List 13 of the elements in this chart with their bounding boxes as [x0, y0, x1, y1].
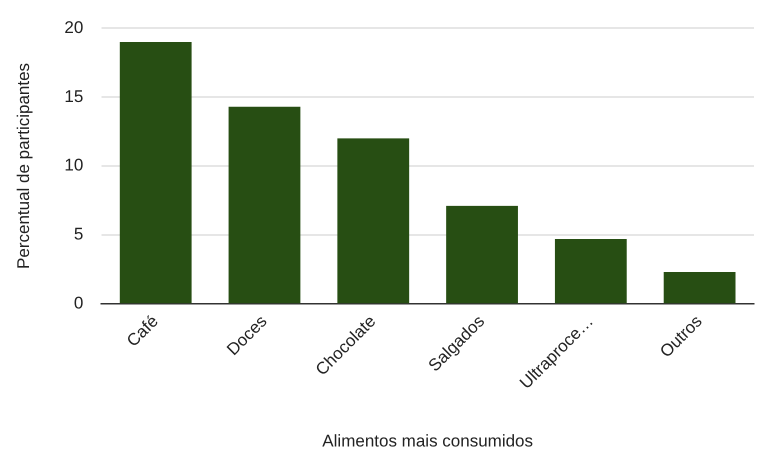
y-tick-label: 10: [64, 156, 84, 175]
y-tick-label: 20: [64, 18, 84, 37]
bar: [228, 106, 300, 304]
y-tick-label: 0: [74, 293, 84, 312]
x-axis-title: Alimentos mais consumidos: [322, 431, 534, 450]
bar: [554, 238, 627, 304]
bar: [120, 42, 192, 304]
bar: [446, 206, 518, 304]
bar: [664, 272, 736, 304]
y-tick-label: 5: [74, 224, 84, 244]
y-tick-label: 15: [64, 86, 84, 106]
bar: [337, 138, 410, 304]
y-axis-title: Percentual de participantes: [14, 62, 33, 269]
